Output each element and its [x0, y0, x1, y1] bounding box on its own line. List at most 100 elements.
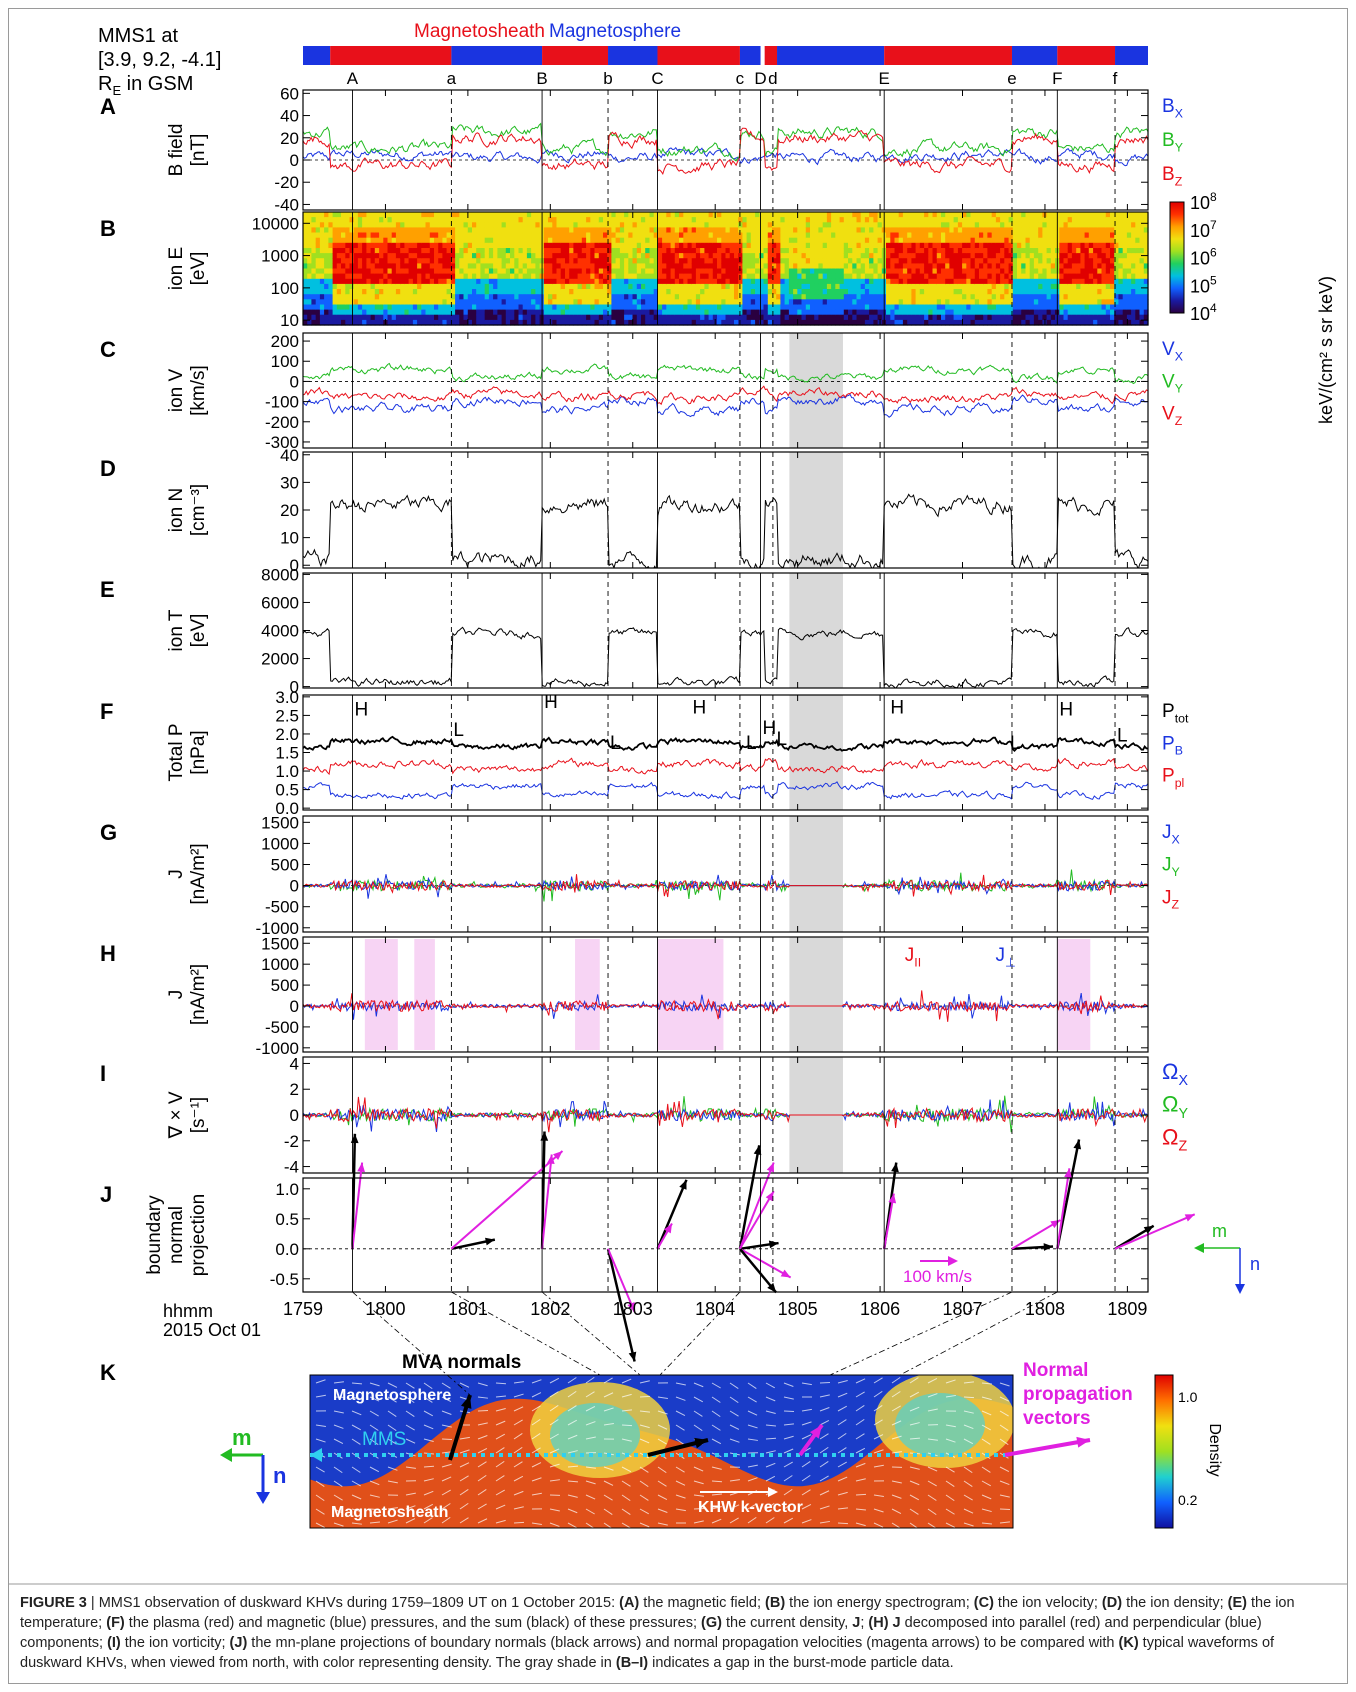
spectrogram-cell — [319, 232, 325, 239]
spectrogram-cell — [801, 278, 807, 285]
spectrogram-cell — [657, 294, 663, 300]
spectrogram-cell — [590, 304, 596, 311]
spectrogram-cell — [341, 278, 346, 285]
y-tick-label: 6000 — [261, 593, 299, 612]
spectrogram-cell — [691, 232, 697, 239]
spectrogram-cell — [548, 299, 553, 305]
spectrogram-cell — [1097, 289, 1103, 295]
spectrogram-cell — [543, 273, 549, 280]
spectrogram-cell — [1114, 314, 1119, 321]
spectrogram-cell — [484, 314, 490, 321]
spectrogram-cell — [1105, 237, 1111, 244]
spectrogram-cell — [590, 268, 596, 275]
spectrogram-cell — [522, 222, 528, 228]
spectrogram-cell — [645, 212, 650, 218]
current-shade — [364, 939, 398, 1050]
spectrogram-cell — [902, 289, 908, 295]
spectrogram-cell — [864, 263, 870, 270]
spectrogram-cell — [704, 304, 710, 311]
spectrogram-cell — [784, 314, 790, 321]
spectrogram-cell — [319, 258, 325, 264]
spectrogram-cell — [556, 309, 562, 316]
spectrogram-cell — [645, 278, 650, 285]
spectrogram-cell — [383, 278, 389, 285]
spectrogram-cell — [780, 299, 786, 305]
spectrogram-cell — [873, 212, 879, 218]
spectrogram-cell — [814, 258, 819, 264]
spectrogram-cell — [750, 268, 756, 275]
spectrogram-cell — [843, 222, 849, 228]
spectrogram-cell — [408, 237, 414, 244]
spectrogram-cell — [535, 232, 541, 239]
spectrogram-cell — [995, 314, 1001, 321]
spectrogram-cell — [666, 258, 672, 264]
spectrogram-cell — [1114, 248, 1119, 254]
spectrogram-cell — [1118, 248, 1124, 254]
spectrogram-cell — [974, 304, 980, 311]
spectrogram-cell — [970, 273, 976, 280]
spectrogram-cell — [548, 237, 553, 244]
spectrogram-cell — [632, 237, 638, 244]
spectrogram-cell — [772, 278, 777, 285]
spectrogram-cell — [472, 237, 477, 244]
spectrogram-cell — [755, 304, 760, 311]
spectrogram-cell — [510, 237, 515, 244]
spectrogram-cell — [526, 283, 532, 290]
spectrogram-cell — [835, 222, 841, 228]
spectrogram-cell — [776, 283, 781, 290]
spectrogram-cell — [974, 283, 980, 290]
spectrogram-cell — [822, 217, 828, 223]
spectrogram-cell — [729, 217, 735, 223]
spectrogram-cell — [645, 248, 650, 254]
spectrogram-cell — [450, 294, 456, 300]
spectrogram-cell — [349, 227, 355, 234]
spectrogram-cell — [1008, 283, 1014, 290]
spectrogram-cell — [962, 217, 967, 223]
spectrogram-cell — [907, 273, 912, 280]
spectrogram-cell — [780, 237, 786, 244]
spectrogram-cell — [1059, 283, 1065, 290]
spectrogram-cell — [974, 273, 980, 280]
spectrogram-cell — [759, 268, 765, 275]
spectrogram-cell — [848, 273, 853, 280]
spectrogram-cell — [1139, 278, 1145, 285]
spectrogram-cell — [565, 289, 570, 295]
spectrogram-cell — [974, 299, 980, 305]
spectrogram-cell — [826, 299, 832, 305]
spectrogram-cell — [788, 237, 794, 244]
spectrogram-cell — [822, 278, 828, 285]
spectrogram-cell — [370, 278, 376, 285]
spectrogram-cell — [425, 253, 431, 259]
spectrogram-cell — [831, 217, 836, 223]
spectrogram-cell — [864, 283, 870, 290]
spectrogram-cell — [425, 273, 431, 280]
spectrogram-cell — [1008, 314, 1014, 321]
spectrogram-cell — [979, 314, 984, 321]
spectrogram-cell — [738, 278, 743, 285]
spectrogram-cell — [450, 309, 456, 316]
spectrogram-cell — [628, 253, 634, 259]
spectrogram-cell — [979, 232, 984, 239]
spectrogram-cell — [818, 242, 824, 249]
spectrogram-cell — [353, 263, 359, 270]
spectrogram-cell — [1000, 258, 1005, 264]
spectrogram-cell — [1143, 314, 1149, 321]
spectrogram-cell — [1080, 237, 1086, 244]
spectrogram-cell — [657, 212, 663, 218]
spectrogram-cell — [1118, 299, 1124, 305]
spectrogram-cell — [932, 242, 938, 249]
spectrogram-cell — [362, 278, 367, 285]
spectrogram-cell — [1084, 242, 1090, 249]
spectrogram-cell — [674, 289, 680, 295]
spectrogram-cell — [374, 242, 380, 249]
spectrogram-cell — [708, 212, 714, 218]
spectrogram-cell — [793, 309, 798, 316]
spectrogram-cell — [480, 242, 486, 249]
spectrogram-cell — [759, 258, 765, 264]
spectrogram-cell — [780, 227, 786, 234]
spectrogram-cell — [332, 242, 338, 249]
spectrogram-cell — [801, 237, 807, 244]
spectrogram-cell — [725, 222, 731, 228]
spectrogram-cell — [505, 309, 511, 316]
spectrogram-cell — [421, 289, 427, 295]
